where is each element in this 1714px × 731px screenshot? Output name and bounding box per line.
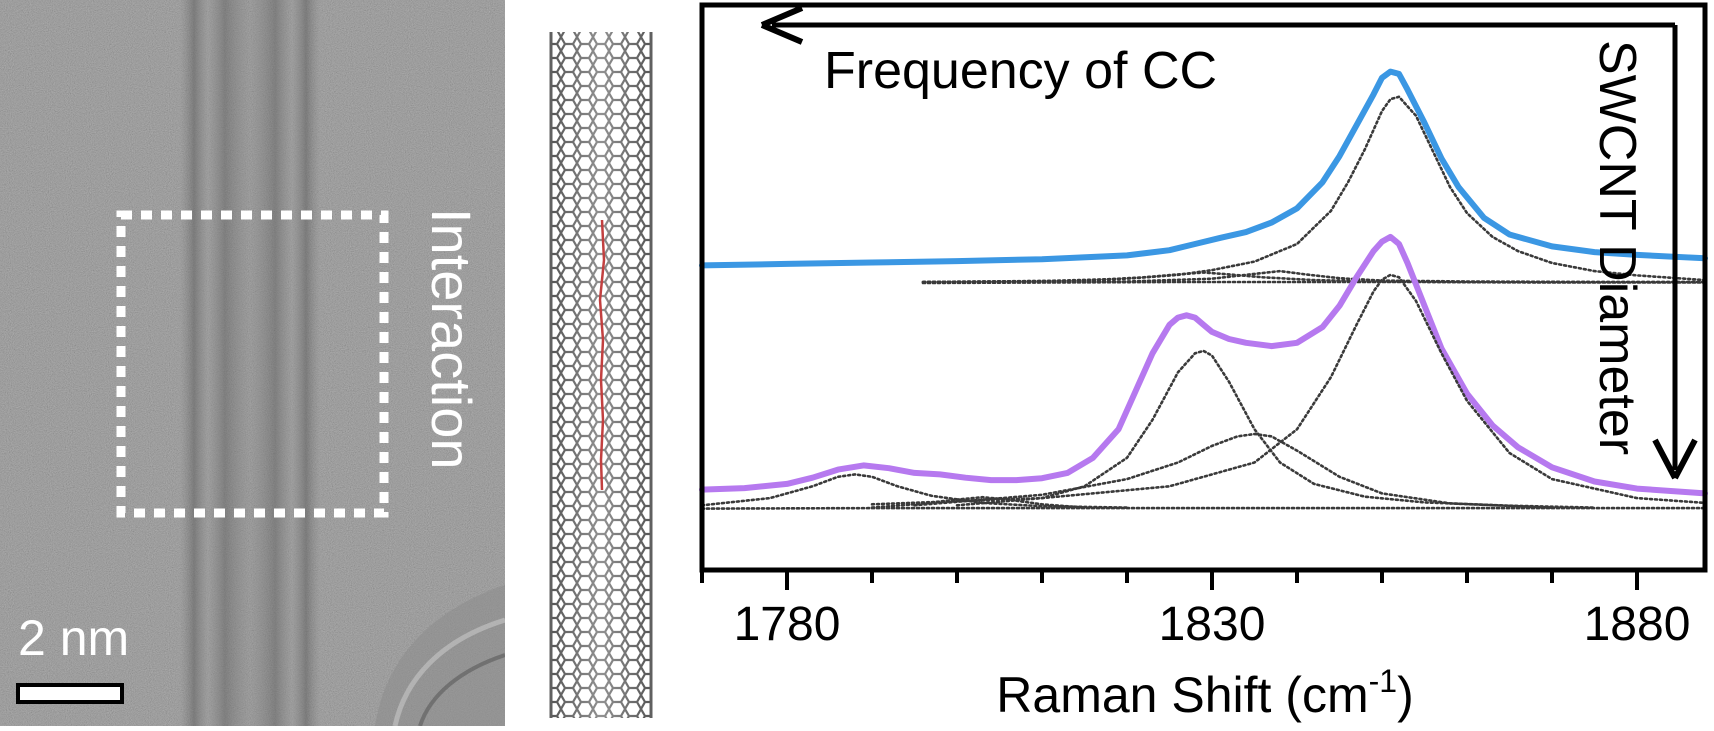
spectrum-line-0 [699, 68, 1708, 269]
scale-bar [16, 683, 124, 704]
fit-component-9 [913, 432, 1554, 509]
x-axis-label-main: Raman Shift (cm [996, 667, 1368, 723]
nanotube-walls [180, 0, 320, 726]
fit-component-11 [700, 506, 1707, 510]
tem-micrograph: Interaction 2 nm [0, 0, 505, 726]
tem-image: Interaction 2 nm [0, 0, 505, 726]
frequency-annotation: Frequency of CC [824, 42, 1217, 100]
spectrum-line-5 [699, 233, 1708, 497]
x-axis-label-close: ) [1397, 667, 1414, 723]
fit-component-1 [921, 95, 1707, 284]
plot-frame [699, 2, 1708, 573]
fit-component-8 [955, 349, 1596, 509]
x-tick-label: 1880 [1584, 598, 1691, 651]
x-axis-label: Raman Shift (cm-1) [996, 663, 1413, 723]
x-axis-label-sup: -1 [1369, 663, 1397, 699]
tick-layer: 1780 1830 1880 [700, 570, 1691, 651]
series-layer [699, 68, 1708, 510]
x-tick-label: 1780 [734, 598, 841, 651]
chart-svg: 1780 1830 1880 Frequency of CC SWCNT Diame… [699, 2, 1708, 723]
fit-component-4 [921, 280, 1707, 285]
nanotube-model-svg [549, 32, 653, 718]
frequency-arrow [760, 5, 1675, 45]
raman-chart: 1780 1830 1880 Frequency of CC SWCNT Diame… [690, 0, 1714, 726]
diameter-arrow [1652, 25, 1698, 480]
nanotube-model [545, 30, 657, 720]
fit-component-10 [870, 273, 1707, 506]
interaction-label: Interaction [420, 208, 483, 470]
x-tick-label: 1830 [1159, 598, 1266, 651]
fit-component-6 [700, 473, 1129, 509]
carbon-chain [598, 219, 606, 491]
diameter-annotation: SWCNT Diameter [1588, 40, 1646, 455]
scale-bar-label: 2 nm [18, 610, 129, 666]
